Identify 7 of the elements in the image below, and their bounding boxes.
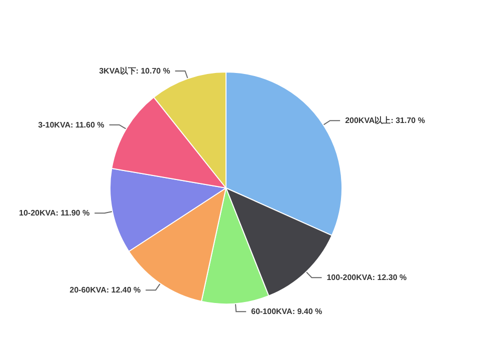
slice-label: 100-200KVA: 12.30 %	[326, 273, 407, 282]
slice-label: 10-20KVA: 11.90 %	[19, 208, 90, 218]
slice-label: 20-60KVA: 12.40 %	[70, 286, 141, 295]
slice-label: 3KVA以下: 10.70 %	[99, 66, 170, 76]
slice-label: 200KVA以上: 31.70 %	[345, 116, 425, 126]
slice-label: 3-10KVA: 11.60 %	[38, 120, 104, 130]
slice-label: 60-100KVA: 9.40 %	[251, 307, 322, 316]
